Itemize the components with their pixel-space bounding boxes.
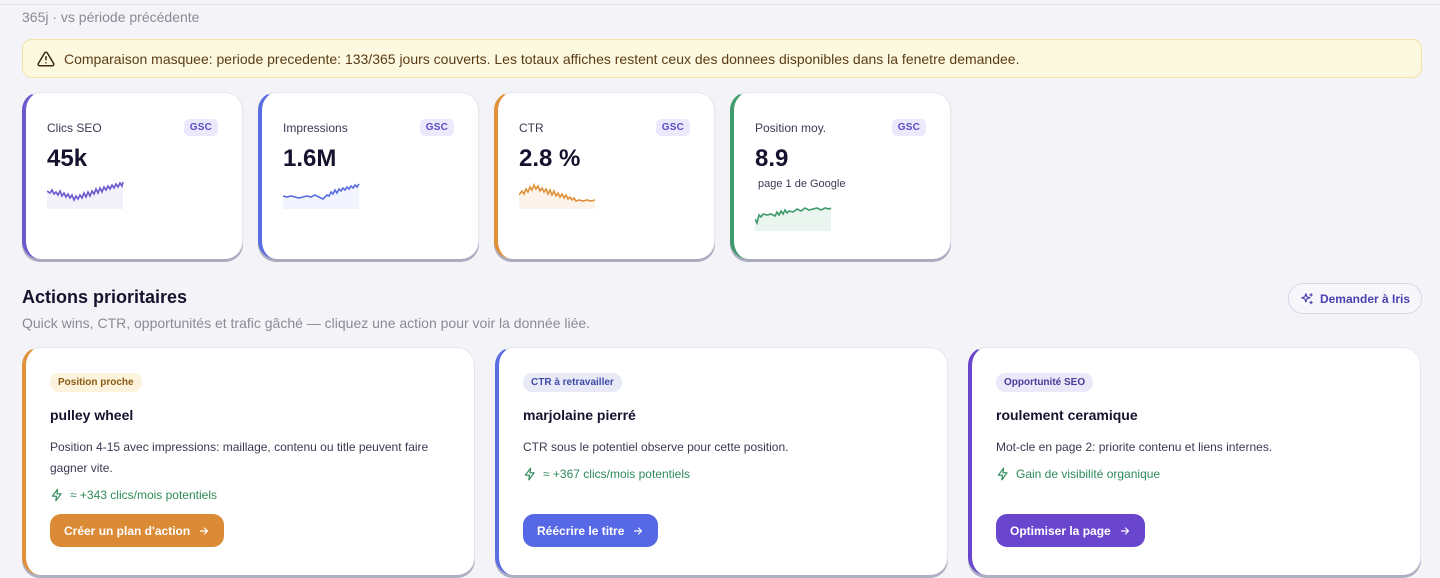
action-tag: Opportunité SEO	[996, 373, 1094, 392]
action-title: marjolaine pierré	[523, 407, 636, 423]
action-gain-text: Gain de visibilité organique	[1016, 467, 1161, 481]
lightning-icon	[523, 467, 537, 481]
kpi-value: 45k	[47, 145, 88, 172]
arrow-right-icon	[198, 525, 210, 537]
cta-label: Créer un plan d'action	[64, 523, 191, 538]
section-subtitle: Quick wins, CTR, opportunités et trafic …	[22, 315, 591, 331]
kpi-subtext: page 1 de Google	[758, 178, 846, 190]
action-card-roulement-ceramique[interactable]: Opportunité SEO roulement ceramique Mot-…	[968, 347, 1421, 575]
source-badge: GSC	[891, 119, 926, 136]
action-gain-text: ≈ +343 clics/mois potentiels	[70, 488, 217, 502]
ask-iris-button[interactable]: Demander à Iris	[1288, 283, 1422, 314]
kpi-value: 1.6M	[283, 145, 337, 172]
kpi-card-position[interactable]: Position moy. GSC 8.9 page 1 de Google	[730, 92, 951, 259]
action-gain: Gain de visibilité organique	[996, 467, 1160, 481]
action-gain: ≈ +367 clics/mois potentiels	[523, 467, 690, 481]
lightning-icon	[996, 467, 1010, 481]
sparkles-icon	[1300, 292, 1314, 306]
action-tag: CTR à retravailler	[523, 373, 622, 392]
kpi-label: CTR	[519, 121, 544, 135]
period-label: 365j · vs période précédente	[22, 9, 200, 25]
kpi-label: Position moy.	[755, 121, 827, 135]
action-title: roulement ceramique	[996, 407, 1138, 423]
action-description: CTR sous le potentiel observe pour cette…	[523, 440, 789, 454]
action-description: Mot-cle en page 2: priorite contenu et l…	[996, 440, 1273, 454]
action-gain-text: ≈ +367 clics/mois potentiels	[543, 467, 690, 481]
source-badge: GSC	[419, 119, 454, 136]
action-tag: Position proche	[50, 373, 142, 392]
cta-label: Réécrire le titre	[537, 523, 625, 538]
kpi-label: Impressions	[283, 121, 348, 135]
create-action-plan-button[interactable]: Créer un plan d'action	[50, 514, 225, 547]
source-badge: GSC	[655, 119, 690, 136]
kpi-value: 8.9	[755, 145, 789, 172]
action-description: Position 4-15 avec impressions: maillage…	[50, 440, 429, 475]
action-card-pulley-wheel[interactable]: Position proche pulley wheel Position 4-…	[22, 347, 475, 575]
optimize-page-button[interactable]: Optimiser la page	[996, 514, 1145, 547]
comparison-warning-banner: Comparaison masquee: periode precedente:…	[22, 39, 1422, 78]
top-divider	[0, 4, 1440, 5]
sparkline-position	[755, 207, 832, 231]
kpi-value: 2.8 %	[519, 145, 581, 172]
action-gain: ≈ +343 clics/mois potentiels	[50, 488, 217, 502]
kpi-card-clics-seo[interactable]: Clics SEO GSC 45k	[22, 92, 243, 259]
rewrite-title-button[interactable]: Réécrire le titre	[523, 514, 659, 547]
sparkline-impressions	[283, 183, 360, 209]
arrow-right-icon	[632, 525, 644, 537]
section-title: Actions prioritaires	[22, 287, 188, 307]
lightning-icon	[50, 488, 64, 502]
arrow-right-icon	[1119, 525, 1131, 537]
warning-triangle-icon	[37, 50, 55, 68]
ask-iris-label: Demander à Iris	[1319, 291, 1411, 306]
action-card-marjolaine-pierre[interactable]: CTR à retravailler marjolaine pierré CTR…	[495, 347, 948, 575]
sparkline-ctr	[519, 183, 596, 209]
sparkline-clics	[47, 181, 124, 209]
kpi-label: Clics SEO	[47, 121, 102, 135]
action-title: pulley wheel	[50, 407, 134, 423]
warning-text: Comparaison masquee: periode precedente:…	[64, 50, 1020, 67]
kpi-card-impressions[interactable]: Impressions GSC 1.6M	[258, 92, 479, 259]
source-badge: GSC	[183, 119, 218, 136]
kpi-card-ctr[interactable]: CTR GSC 2.8 %	[494, 92, 715, 259]
cta-label: Optimiser la page	[1010, 523, 1111, 538]
